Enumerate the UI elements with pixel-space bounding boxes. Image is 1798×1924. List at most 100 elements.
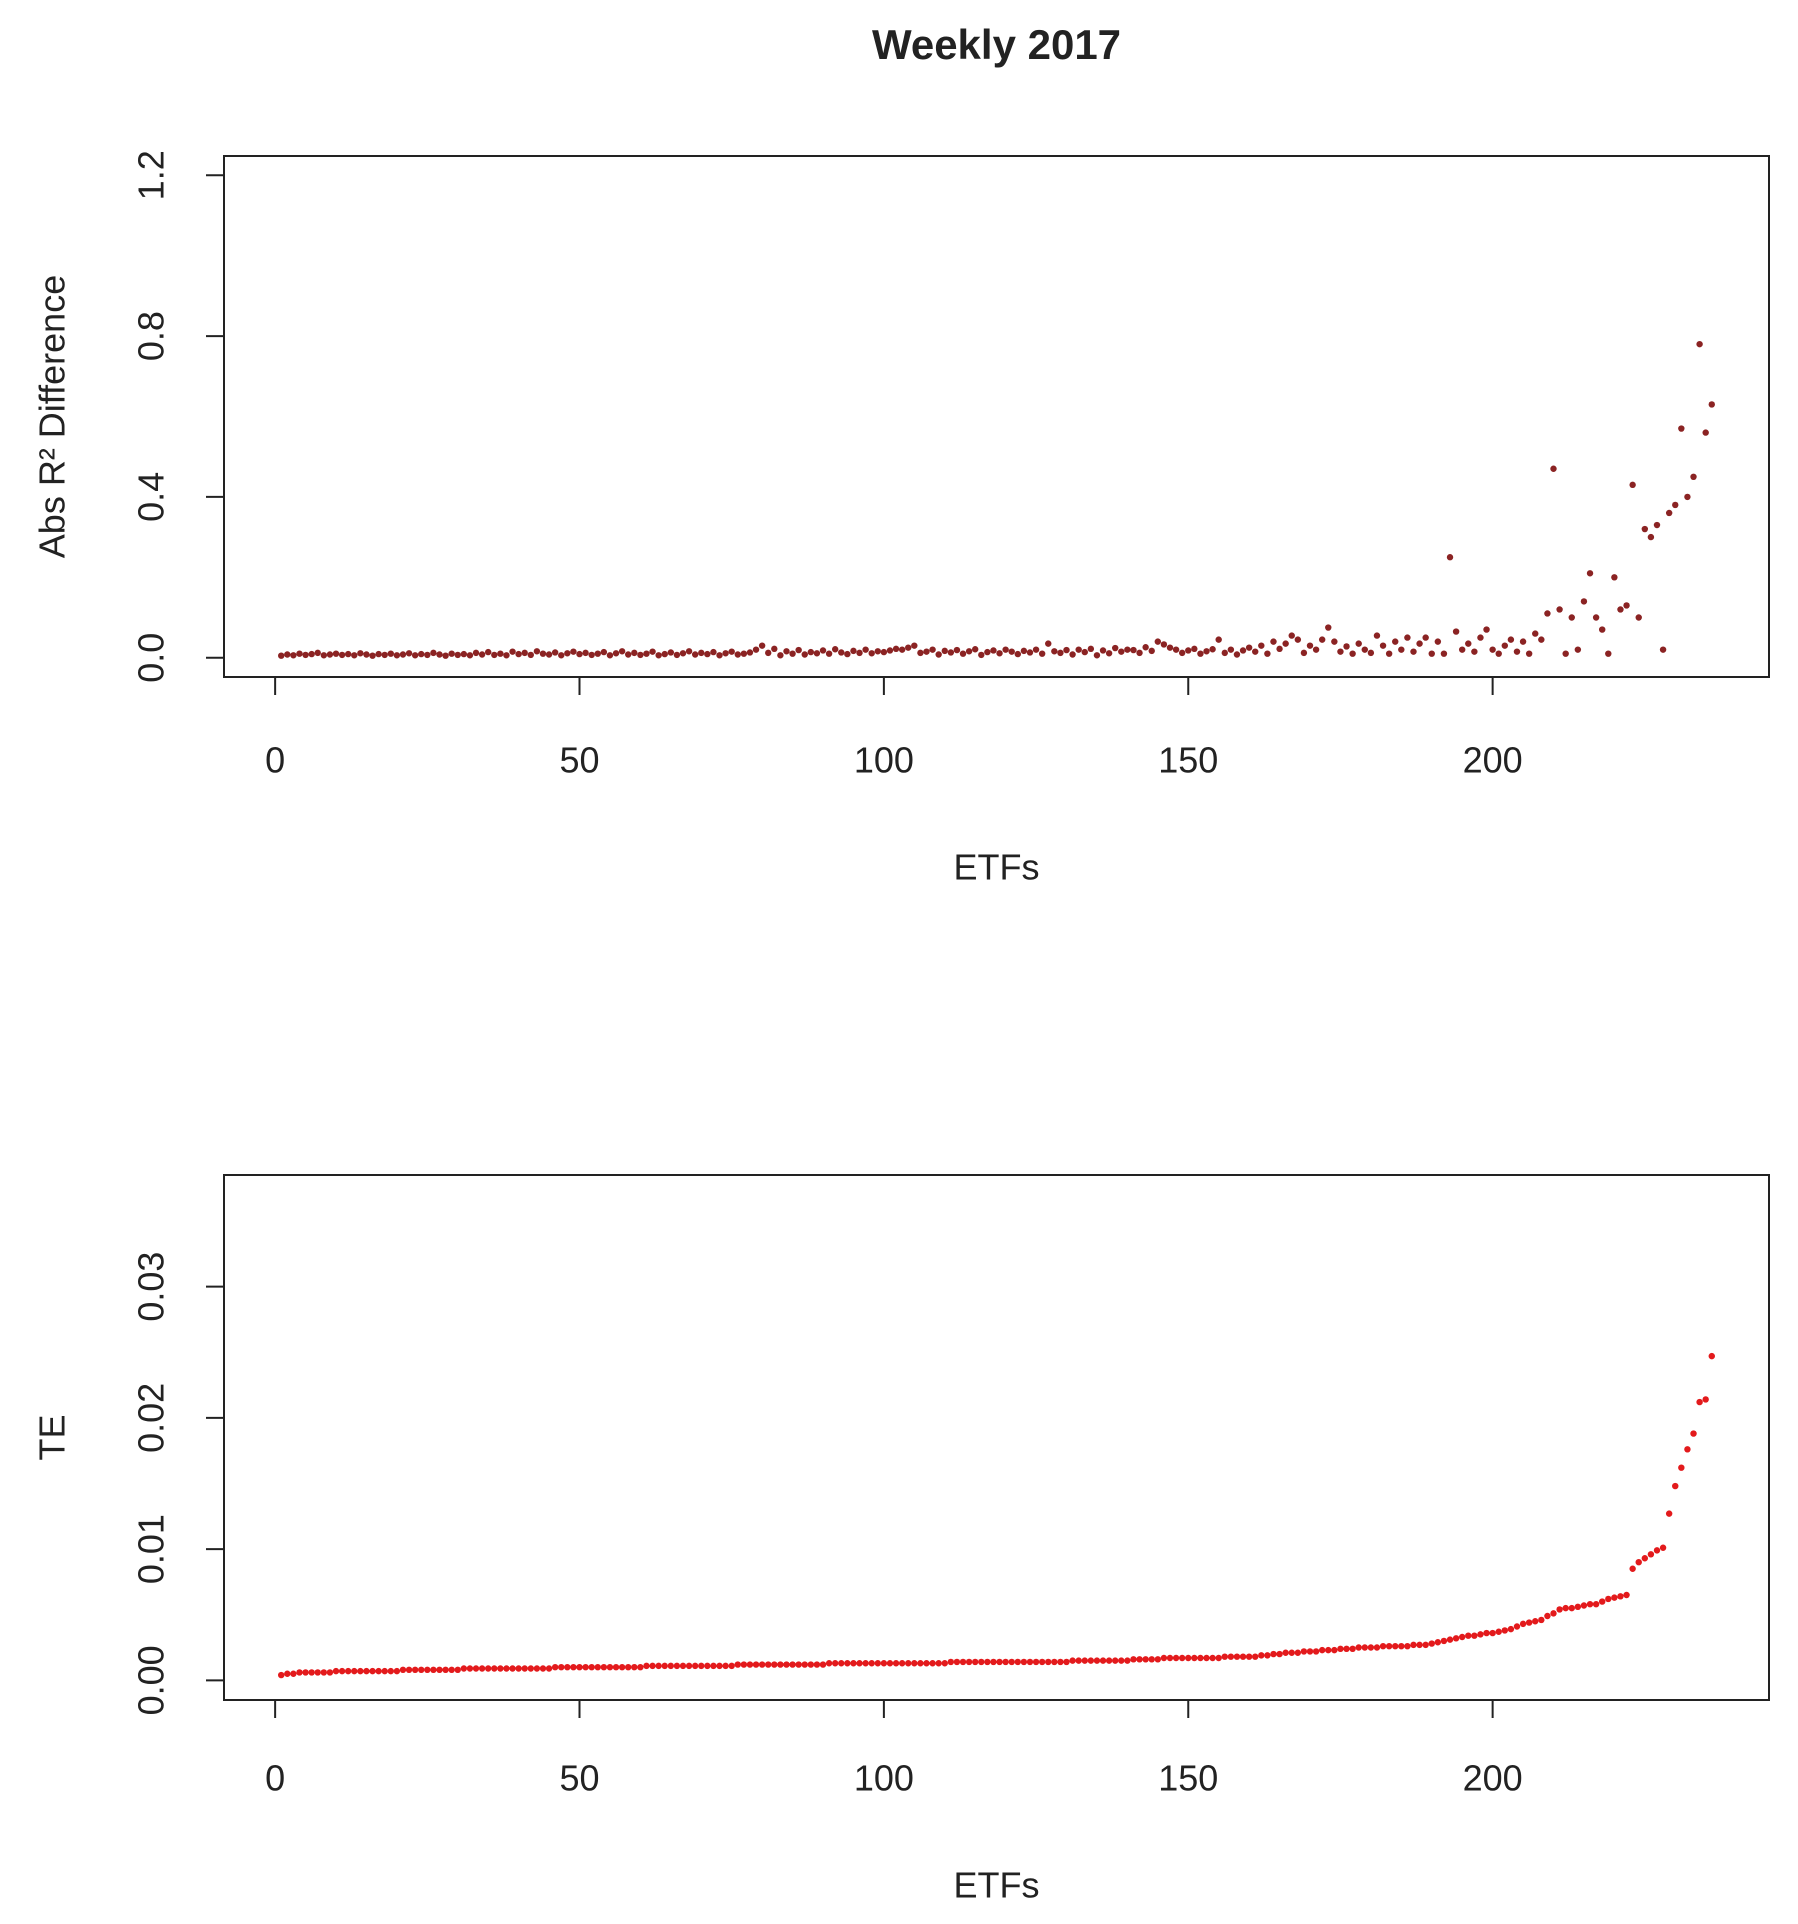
point bbox=[1142, 644, 1149, 651]
point bbox=[959, 1658, 967, 1666]
point bbox=[1112, 644, 1119, 652]
point bbox=[752, 1661, 760, 1668]
point bbox=[1026, 1658, 1034, 1666]
point bbox=[515, 1665, 522, 1672]
x-tick-label: 50 bbox=[559, 740, 599, 781]
point bbox=[807, 648, 815, 656]
point bbox=[454, 1666, 461, 1674]
point bbox=[728, 648, 735, 655]
point bbox=[551, 1663, 559, 1671]
point bbox=[1331, 638, 1338, 645]
point bbox=[1678, 425, 1685, 432]
point bbox=[1203, 1654, 1210, 1662]
point bbox=[1294, 636, 1302, 643]
point bbox=[886, 647, 894, 654]
point bbox=[746, 1661, 754, 1668]
point bbox=[509, 648, 516, 655]
point bbox=[1495, 650, 1502, 657]
y-tick-label: 0.00 bbox=[131, 1645, 172, 1715]
point bbox=[947, 649, 955, 656]
point bbox=[1233, 1653, 1241, 1660]
point bbox=[1258, 642, 1265, 649]
point bbox=[1063, 646, 1070, 654]
x-axis-label: ETFs bbox=[954, 847, 1040, 888]
point bbox=[1160, 1654, 1168, 1662]
point bbox=[1623, 602, 1630, 609]
point bbox=[1483, 626, 1490, 633]
point bbox=[1629, 481, 1636, 489]
point bbox=[655, 652, 662, 659]
point bbox=[771, 645, 778, 653]
point bbox=[1331, 1646, 1338, 1654]
point bbox=[1696, 1398, 1703, 1406]
point bbox=[734, 651, 741, 658]
point bbox=[1093, 652, 1101, 659]
point bbox=[892, 645, 900, 653]
point bbox=[1684, 1446, 1691, 1453]
point bbox=[375, 650, 382, 658]
point bbox=[1605, 1595, 1612, 1603]
point bbox=[296, 650, 303, 657]
x-tick-label: 200 bbox=[1463, 1758, 1523, 1799]
point bbox=[1653, 521, 1661, 529]
point bbox=[314, 649, 321, 657]
point bbox=[509, 1665, 516, 1672]
point bbox=[1599, 626, 1606, 633]
point bbox=[1045, 1658, 1052, 1666]
point bbox=[1489, 646, 1496, 653]
y-axis-label: TE bbox=[32, 1414, 73, 1460]
point bbox=[801, 1661, 808, 1668]
point bbox=[1385, 650, 1393, 657]
x-tick-label: 100 bbox=[854, 1758, 914, 1799]
point bbox=[314, 1669, 321, 1676]
point bbox=[1105, 650, 1113, 657]
point bbox=[795, 1661, 802, 1668]
point bbox=[338, 1667, 346, 1675]
point bbox=[1203, 648, 1210, 655]
point bbox=[411, 652, 419, 659]
point bbox=[357, 650, 364, 657]
point bbox=[290, 1670, 297, 1677]
point bbox=[1519, 1620, 1527, 1628]
point bbox=[777, 652, 784, 659]
point bbox=[1586, 1600, 1594, 1608]
point bbox=[1069, 651, 1076, 658]
point bbox=[1385, 1642, 1393, 1650]
point bbox=[1507, 1625, 1515, 1633]
point bbox=[1617, 1593, 1624, 1600]
point bbox=[472, 649, 480, 657]
point bbox=[478, 651, 486, 658]
point bbox=[1099, 647, 1107, 654]
point bbox=[351, 652, 358, 659]
point bbox=[1684, 493, 1691, 501]
point bbox=[649, 648, 656, 655]
point bbox=[1501, 642, 1509, 649]
point bbox=[704, 650, 711, 658]
point bbox=[1185, 1654, 1192, 1662]
point bbox=[1416, 640, 1423, 647]
point bbox=[1221, 649, 1228, 657]
point bbox=[856, 1660, 863, 1667]
point bbox=[1477, 634, 1484, 641]
point bbox=[923, 1660, 930, 1667]
point bbox=[917, 649, 924, 657]
point bbox=[1361, 1644, 1368, 1651]
x-tick-label: 150 bbox=[1158, 1758, 1218, 1799]
point bbox=[363, 1667, 370, 1675]
point bbox=[515, 650, 522, 658]
y-tick-label: 0.0 bbox=[131, 633, 172, 683]
point bbox=[1038, 1658, 1046, 1666]
point bbox=[978, 651, 985, 659]
point bbox=[497, 1665, 504, 1672]
point bbox=[1002, 646, 1009, 653]
point bbox=[418, 650, 425, 658]
point bbox=[765, 649, 772, 657]
point bbox=[1258, 1652, 1265, 1659]
point bbox=[1178, 1654, 1186, 1662]
y-tick-label: 0.01 bbox=[131, 1514, 172, 1584]
point bbox=[1404, 1642, 1411, 1650]
point bbox=[965, 1658, 973, 1666]
point bbox=[381, 1667, 388, 1675]
point bbox=[1124, 646, 1131, 653]
point bbox=[941, 1660, 948, 1667]
